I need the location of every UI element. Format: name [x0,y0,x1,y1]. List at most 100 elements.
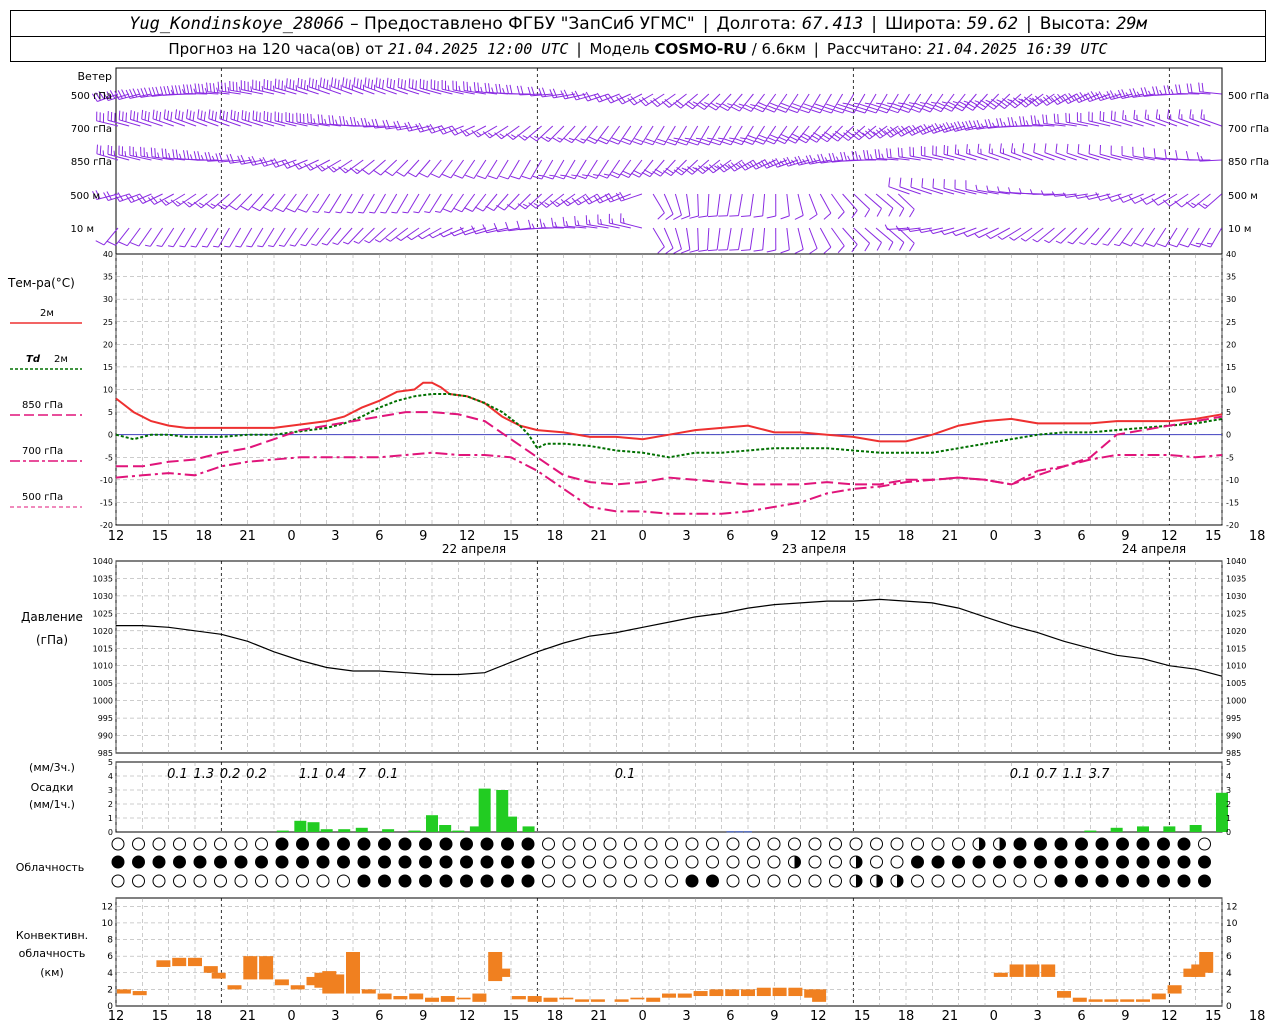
wind-barb-flag [103,92,109,101]
wind-barb-flag [211,155,215,162]
conv-bar [1088,999,1103,1002]
wind-barb-staff [797,193,804,216]
wind-barb [452,80,475,95]
wind-barb-staff [294,227,308,247]
wind-barb-flag [235,245,241,248]
wind-barb-staff [1157,193,1178,206]
wind-barb-flag [1012,97,1021,104]
wind-barb-staff [251,227,264,248]
wind-barb [404,121,431,132]
cloud-symbol [111,855,125,869]
cloud-symbol [439,874,453,888]
wind-barb-staff [443,227,464,238]
wind-barb-staff [206,227,219,248]
lat-label: Широта: [884,13,962,34]
wind-barb-flag [309,164,314,170]
wind-barb-flag [654,168,664,175]
wind-barb-staff [921,154,944,161]
wind-barb [107,145,130,161]
wind-barb [1128,193,1155,204]
wind-barb-flag [103,192,109,201]
wind-barb-staff [1001,227,1022,240]
wind-barb [330,77,353,95]
cloud-symbol [1013,874,1027,888]
wind-barb-flag [1040,190,1045,196]
wind-barb-staff [392,159,409,177]
wind-barb-flag [1037,119,1040,126]
temp-y-tick: 15 [103,363,113,372]
wind-barb-staff [1111,119,1133,127]
wind-barb-staff [1133,118,1155,127]
wind-barb-staff [808,227,818,249]
wind-barb-flag [190,245,197,248]
wind-barb-staff [1095,227,1111,246]
cloud-title: Облачность [16,861,85,874]
wind-barb-flag [878,127,887,135]
wind-barb-flag [356,120,360,127]
wind-barb [402,193,420,214]
wind-barb-flag [780,215,790,220]
wind-barb-flag [517,203,526,210]
wind-barb-flag [554,175,564,180]
x-tick-label-bottom: 21 [239,1009,256,1024]
wind-barb-flag [809,248,818,255]
wind-barb [1153,148,1178,161]
wind-barb-flag [868,106,878,111]
wind-barb-flag [1061,96,1069,104]
wind-barb-flag [194,83,197,93]
wind-barb-staff [184,227,197,248]
wind-barb-flag [701,138,711,143]
wind-barb-staff [1022,152,1044,161]
temp-y-tick-right: 25 [1226,318,1236,327]
pressure-y-tick: 1000 [93,697,113,706]
wind-barb-flag [244,111,247,121]
conv-bar [211,972,226,979]
wind-barb-staff [951,93,966,112]
cloud-symbol [419,837,432,851]
wind-barb [163,109,186,127]
conv-bar [156,960,171,967]
wind-barb-flag [805,155,811,165]
wind-barb-flag [528,135,537,142]
wind-barb-flag [707,137,713,140]
wind-barb-flag [237,155,242,165]
wind-barb [424,193,442,214]
wind-barb-staff [1153,227,1167,247]
wind-barb [1044,143,1066,161]
wind-barb-staff [141,118,163,127]
wind-barb-flag [966,102,976,109]
cloud-symbol [685,837,699,851]
wind-barb [765,125,788,145]
wind-barb-staff [162,157,185,161]
wind-barb-staff [400,227,420,241]
pressure-y-tick-right: 1025 [1226,609,1246,618]
wind-barb [442,159,464,179]
wind-barb [96,111,119,127]
wind-barb-flag [463,207,473,212]
cloud-symbol [1034,874,1047,888]
wind-barb [1029,93,1055,107]
precip-amount-label: 0.4 [325,767,346,782]
wind-barb-flag [222,110,225,120]
cloud-symbol [1157,855,1170,869]
wind-barb-flag [527,86,532,96]
wind-barb-flag [731,106,740,112]
wind-barb [988,143,1010,161]
wind-barb-flag [1185,151,1189,161]
wind-barb-flag [389,78,392,89]
wind-barb-flag [912,124,919,133]
wind-barb [718,193,732,217]
wind-barb-flag [878,109,888,114]
wind-barb-flag [870,103,880,108]
wind-barb-staff [681,159,699,176]
wind-barb [326,159,353,173]
wind-barb-flag [125,89,131,99]
wind-barb-flag [155,86,160,96]
wind-barb-staff [599,193,620,204]
wind-barb-staff [1078,93,1100,104]
wind-barb-staff [1072,227,1089,245]
wind-barb-staff [379,227,398,243]
wind-barb-flag [133,111,136,121]
meteogram: 0.1 1.3 0.2 0.2 1.1 0.4 7 0.1 0.1 0.1 0.7 1.1 3.7 12… [7,67,1269,1024]
wind-barb-flag [698,101,708,108]
